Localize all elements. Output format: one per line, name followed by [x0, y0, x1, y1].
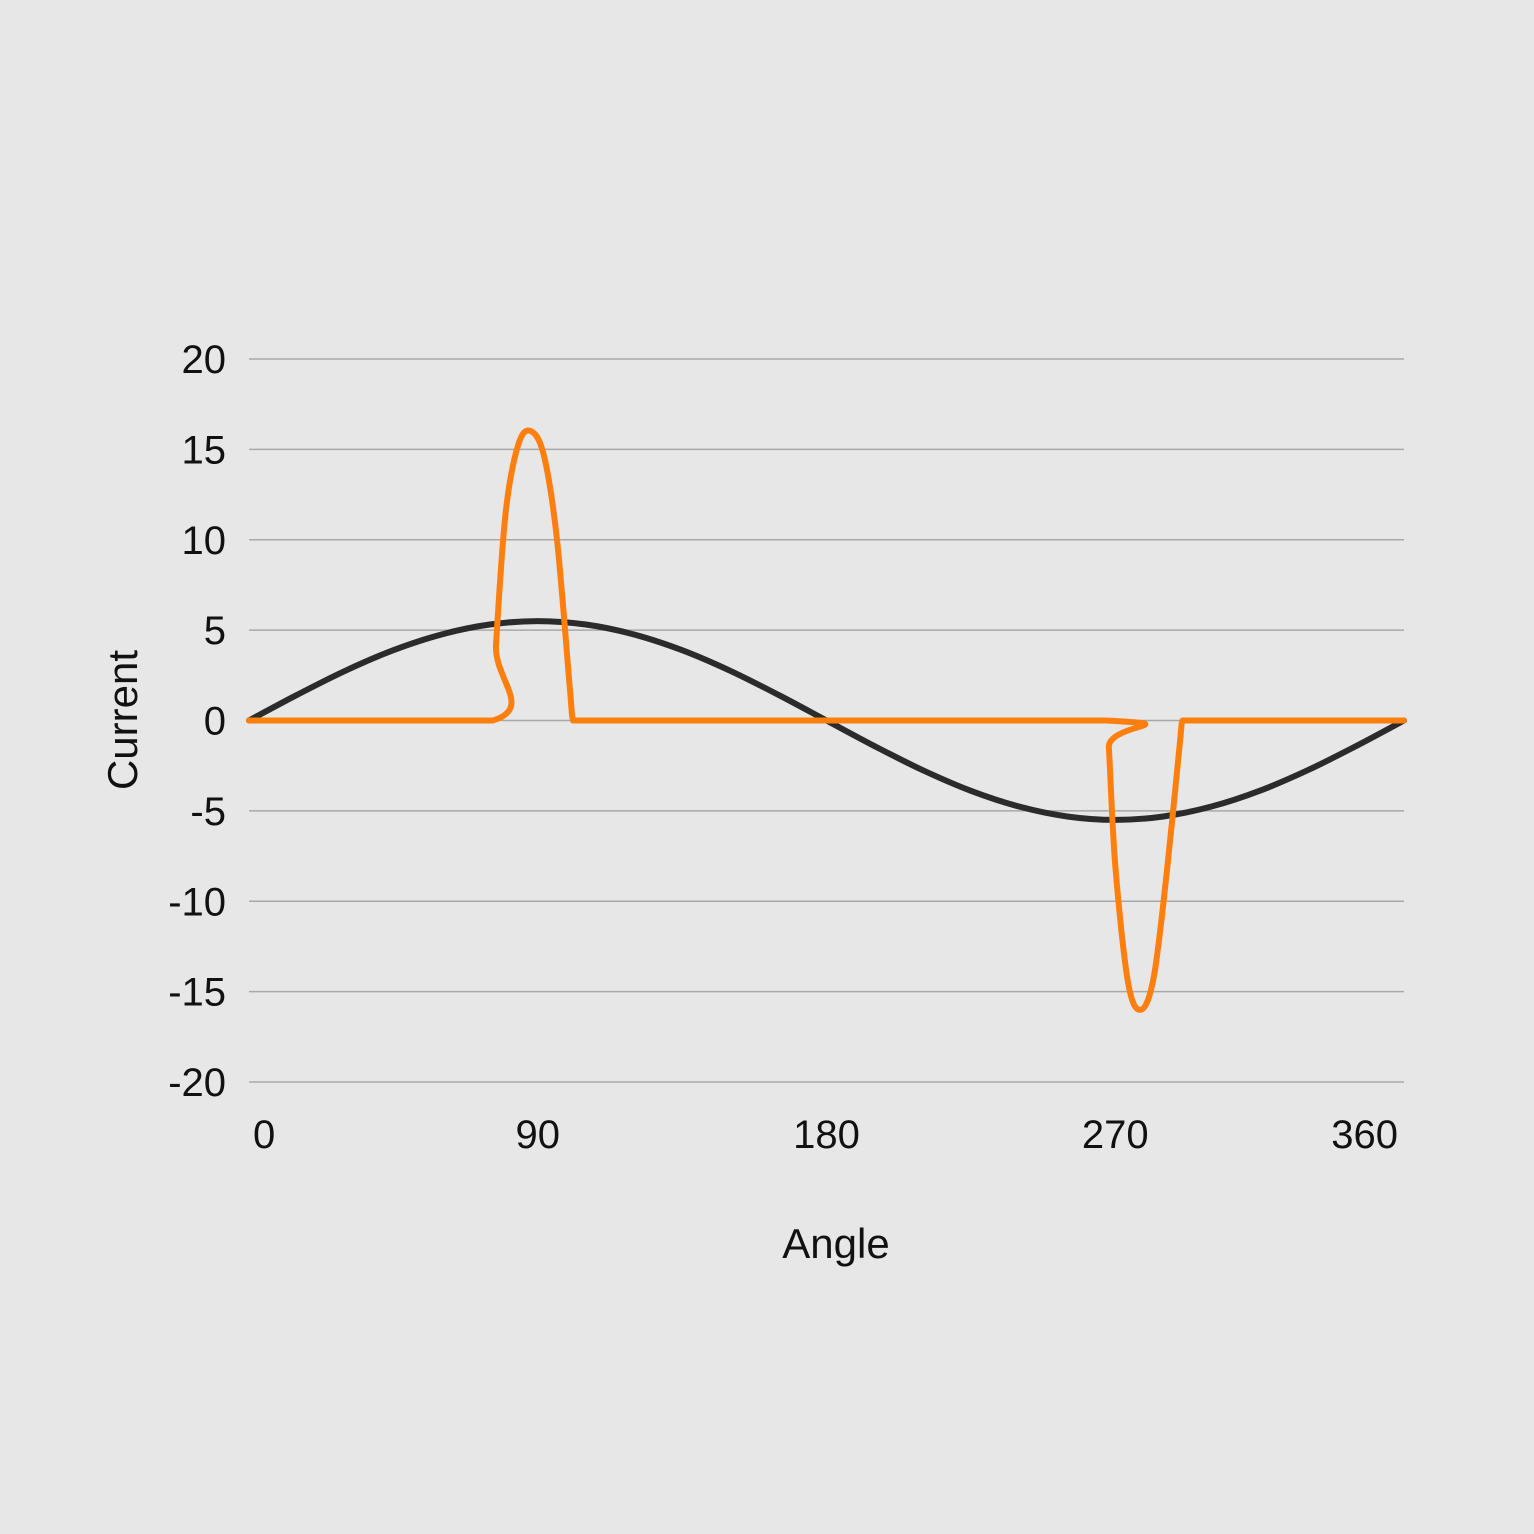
y-axis-tick-labels: 20 15 10 5 0 -5 -10 -15 -20 — [168, 338, 226, 1105]
x-tick-label: 90 — [516, 1113, 561, 1157]
y-tick-label: 15 — [182, 428, 227, 472]
y-tick-label: 10 — [182, 519, 227, 563]
x-tick-label: 180 — [793, 1113, 860, 1157]
y-tick-label: -20 — [168, 1061, 226, 1105]
x-tick-label: 0 — [253, 1113, 275, 1157]
y-tick-label: 0 — [204, 700, 226, 744]
x-tick-label: 270 — [1082, 1113, 1149, 1157]
x-axis-tick-labels: 0 90 180 270 360 — [253, 1113, 1398, 1157]
y-axis-title: Current — [99, 650, 146, 790]
x-tick-label: 360 — [1331, 1113, 1398, 1157]
y-tick-label: -15 — [168, 971, 226, 1015]
y-tick-label: 5 — [204, 609, 226, 653]
x-axis-title: Angle — [782, 1220, 889, 1267]
pulse-series-line — [246, 427, 1407, 1013]
y-tick-label: -10 — [168, 880, 226, 924]
y-tick-label: 20 — [182, 338, 227, 382]
y-tick-label: -5 — [190, 790, 226, 834]
series-lines — [246, 427, 1407, 1013]
